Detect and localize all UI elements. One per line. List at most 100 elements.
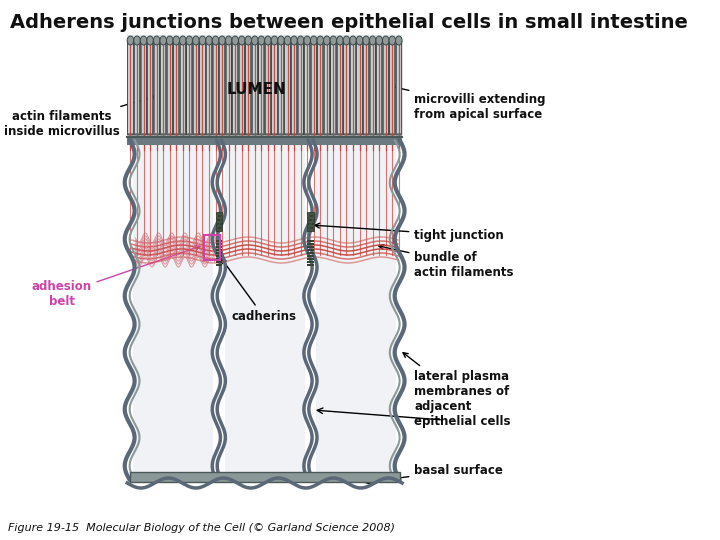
Bar bbox=[227, 43, 230, 133]
FancyBboxPatch shape bbox=[390, 40, 395, 135]
Bar bbox=[307, 255, 314, 257]
Ellipse shape bbox=[310, 36, 317, 45]
Bar bbox=[338, 43, 342, 133]
FancyBboxPatch shape bbox=[226, 40, 232, 135]
Bar bbox=[148, 43, 152, 133]
Ellipse shape bbox=[193, 36, 199, 45]
Bar bbox=[215, 264, 222, 266]
Ellipse shape bbox=[278, 36, 284, 45]
Ellipse shape bbox=[350, 36, 356, 45]
Bar bbox=[307, 212, 314, 215]
Bar bbox=[204, 235, 220, 260]
Text: bundle of
actin filaments: bundle of actin filaments bbox=[379, 245, 514, 279]
FancyBboxPatch shape bbox=[278, 40, 284, 135]
Bar bbox=[215, 224, 222, 227]
Bar bbox=[307, 246, 314, 248]
Bar bbox=[181, 43, 185, 133]
Bar bbox=[307, 228, 314, 231]
Ellipse shape bbox=[317, 36, 323, 45]
FancyBboxPatch shape bbox=[193, 40, 199, 135]
FancyBboxPatch shape bbox=[246, 40, 251, 135]
Bar bbox=[364, 43, 368, 133]
Ellipse shape bbox=[297, 36, 304, 45]
Bar bbox=[331, 43, 336, 133]
Bar bbox=[215, 220, 222, 223]
FancyBboxPatch shape bbox=[363, 40, 369, 135]
Bar bbox=[259, 43, 264, 133]
Ellipse shape bbox=[284, 36, 291, 45]
Text: Figure 19-15  Molecular Biology of the Cell (© Garland Science 2008): Figure 19-15 Molecular Biology of the Ce… bbox=[8, 523, 395, 533]
Text: lateral plasma
membranes of
adjacent
epithelial cells: lateral plasma membranes of adjacent epi… bbox=[403, 353, 511, 428]
Ellipse shape bbox=[363, 36, 369, 45]
Ellipse shape bbox=[265, 36, 271, 45]
Ellipse shape bbox=[232, 36, 238, 45]
Bar bbox=[307, 220, 314, 223]
Bar bbox=[207, 43, 211, 133]
Bar bbox=[200, 43, 204, 133]
FancyBboxPatch shape bbox=[174, 40, 179, 135]
FancyBboxPatch shape bbox=[167, 40, 173, 135]
Bar bbox=[318, 43, 323, 133]
Bar bbox=[225, 140, 305, 480]
FancyBboxPatch shape bbox=[212, 40, 218, 135]
Bar bbox=[390, 43, 395, 133]
Bar bbox=[307, 258, 314, 260]
Ellipse shape bbox=[395, 36, 402, 45]
FancyBboxPatch shape bbox=[383, 40, 389, 135]
FancyBboxPatch shape bbox=[154, 40, 160, 135]
FancyBboxPatch shape bbox=[239, 40, 245, 135]
Bar bbox=[344, 43, 348, 133]
FancyBboxPatch shape bbox=[233, 40, 238, 135]
FancyBboxPatch shape bbox=[140, 40, 146, 135]
Bar bbox=[133, 140, 213, 480]
Bar bbox=[371, 43, 374, 133]
Ellipse shape bbox=[251, 36, 258, 45]
Bar bbox=[215, 246, 222, 248]
Bar bbox=[215, 216, 222, 219]
Bar bbox=[215, 255, 222, 257]
Bar bbox=[128, 43, 132, 133]
Bar bbox=[351, 43, 355, 133]
Ellipse shape bbox=[212, 36, 219, 45]
Ellipse shape bbox=[199, 36, 206, 45]
Bar bbox=[292, 43, 296, 133]
Bar bbox=[215, 252, 222, 254]
Text: basal surface: basal surface bbox=[365, 463, 503, 484]
Ellipse shape bbox=[166, 36, 173, 45]
Ellipse shape bbox=[323, 36, 330, 45]
Ellipse shape bbox=[140, 36, 147, 45]
Bar bbox=[174, 43, 179, 133]
Bar bbox=[316, 140, 396, 480]
Bar bbox=[246, 43, 251, 133]
FancyBboxPatch shape bbox=[330, 40, 336, 135]
FancyBboxPatch shape bbox=[258, 40, 264, 135]
Ellipse shape bbox=[304, 36, 310, 45]
Ellipse shape bbox=[127, 36, 134, 45]
Ellipse shape bbox=[343, 36, 350, 45]
Bar bbox=[384, 43, 388, 133]
Ellipse shape bbox=[238, 36, 245, 45]
Bar bbox=[142, 43, 145, 133]
Bar bbox=[161, 43, 166, 133]
Bar bbox=[215, 243, 222, 245]
FancyBboxPatch shape bbox=[311, 40, 317, 135]
Text: tight junction: tight junction bbox=[315, 223, 504, 241]
FancyBboxPatch shape bbox=[147, 40, 153, 135]
Text: LUMEN: LUMEN bbox=[227, 83, 287, 98]
Bar bbox=[253, 43, 257, 133]
Bar bbox=[307, 240, 314, 242]
Bar bbox=[312, 43, 316, 133]
Ellipse shape bbox=[147, 36, 153, 45]
Ellipse shape bbox=[219, 36, 225, 45]
Bar bbox=[194, 43, 198, 133]
Bar bbox=[272, 43, 276, 133]
Ellipse shape bbox=[179, 36, 186, 45]
FancyBboxPatch shape bbox=[206, 40, 212, 135]
Bar bbox=[307, 252, 314, 254]
Bar bbox=[127, 35, 402, 140]
Bar bbox=[307, 243, 314, 245]
Bar bbox=[215, 228, 222, 231]
Ellipse shape bbox=[160, 36, 166, 45]
Bar bbox=[155, 43, 158, 133]
FancyBboxPatch shape bbox=[324, 40, 330, 135]
